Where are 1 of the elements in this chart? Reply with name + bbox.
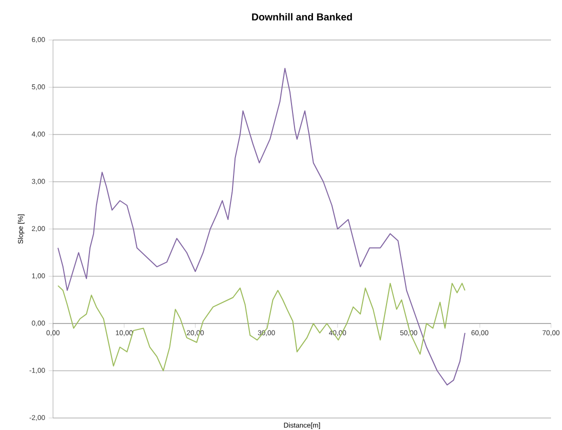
chart-title: Downhill and Banked xyxy=(252,13,352,20)
